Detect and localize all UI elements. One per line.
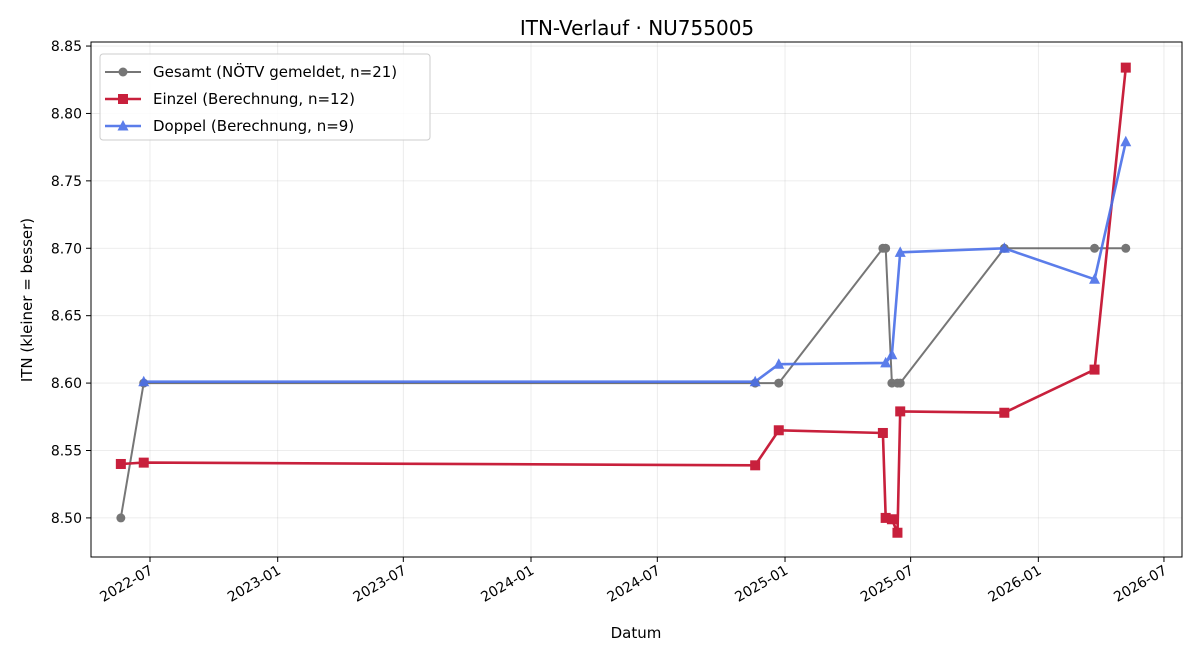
data-point-square [880,512,891,523]
x-axis-label: Datum [611,624,662,642]
series-square [115,62,1131,538]
data-point-triangle [138,375,150,387]
data-point-circle [116,513,126,523]
x-tick-label: 2023-07 [351,563,410,606]
data-point-square [877,427,888,438]
data-point-square [750,460,761,471]
data-point-square [115,458,126,469]
x-tick-label: 2026-07 [1111,563,1170,606]
data-point-square [892,527,903,538]
data-point-square [1120,62,1131,73]
x-tick-label: 2024-07 [605,563,664,606]
x-tick-label: 2025-01 [732,563,791,606]
data-point-circle [881,243,891,253]
x-tick-label: 2025-07 [858,563,917,606]
data-point-circle [895,378,905,388]
series-line-circle [119,247,1126,519]
y-axis-label: ITN (kleiner = besser) [18,218,36,382]
legend: Gesamt (NÖTV gemeldet, n=21) Einzel (Bere… [99,53,431,141]
data-point-circle [1090,243,1100,253]
series-line-triangle [143,141,1128,384]
data-point-circle [1121,243,1131,253]
legend-marker [117,120,129,131]
y-tick-label: 8.80 [51,106,82,122]
legend-marker [118,67,128,77]
data-point-triangle [880,356,892,368]
x-tick-label: 2022-07 [97,563,156,606]
legend-swatch-circle [105,67,141,77]
plot-frame [90,41,1183,558]
y-tick-label: 8.70 [51,241,82,257]
legend-box [99,53,431,141]
y-tick-label: 8.75 [51,174,82,190]
data-point-triangle [894,246,906,257]
y-tick-label: 8.60 [51,376,82,392]
legend-marker [118,94,128,104]
y-tick-label: 8.50 [51,511,82,527]
legend-label: Doppel (Berechnung, n=9) [153,117,354,135]
legend-swatch-square [105,94,141,104]
legend-label: Einzel (Berechnung, n=12) [153,90,355,108]
data-point-square [886,514,897,525]
legend-swatch-triangle [105,120,141,131]
x-tick-label: 2026-01 [986,563,1045,606]
data-point-triangle [773,358,785,369]
x-tick-label: 2024-01 [478,563,537,606]
data-point-square [895,406,906,417]
chart-title: ITN-Verlauf · NU755005 [520,16,754,40]
data-point-triangle [749,375,761,387]
y-tick-label: 8.65 [51,309,82,325]
data-point-triangle [998,242,1010,253]
y-tick-label: 8.85 [51,39,82,55]
legend-label: Gesamt (NÖTV gemeldet, n=21) [153,62,397,81]
data-point-triangle [886,348,898,360]
data-point-triangle [1089,273,1101,284]
data-point-square [1089,364,1100,375]
data-point-circle [774,378,784,388]
data-point-square [773,425,784,436]
x-tick-label: 2023-01 [225,563,284,606]
series-layer [115,62,1132,538]
y-tick-label: 8.55 [51,443,82,459]
data-point-square [138,457,149,468]
data-point-triangle [1120,135,1132,147]
series-triangle [138,135,1132,387]
data-point-square [999,407,1010,418]
